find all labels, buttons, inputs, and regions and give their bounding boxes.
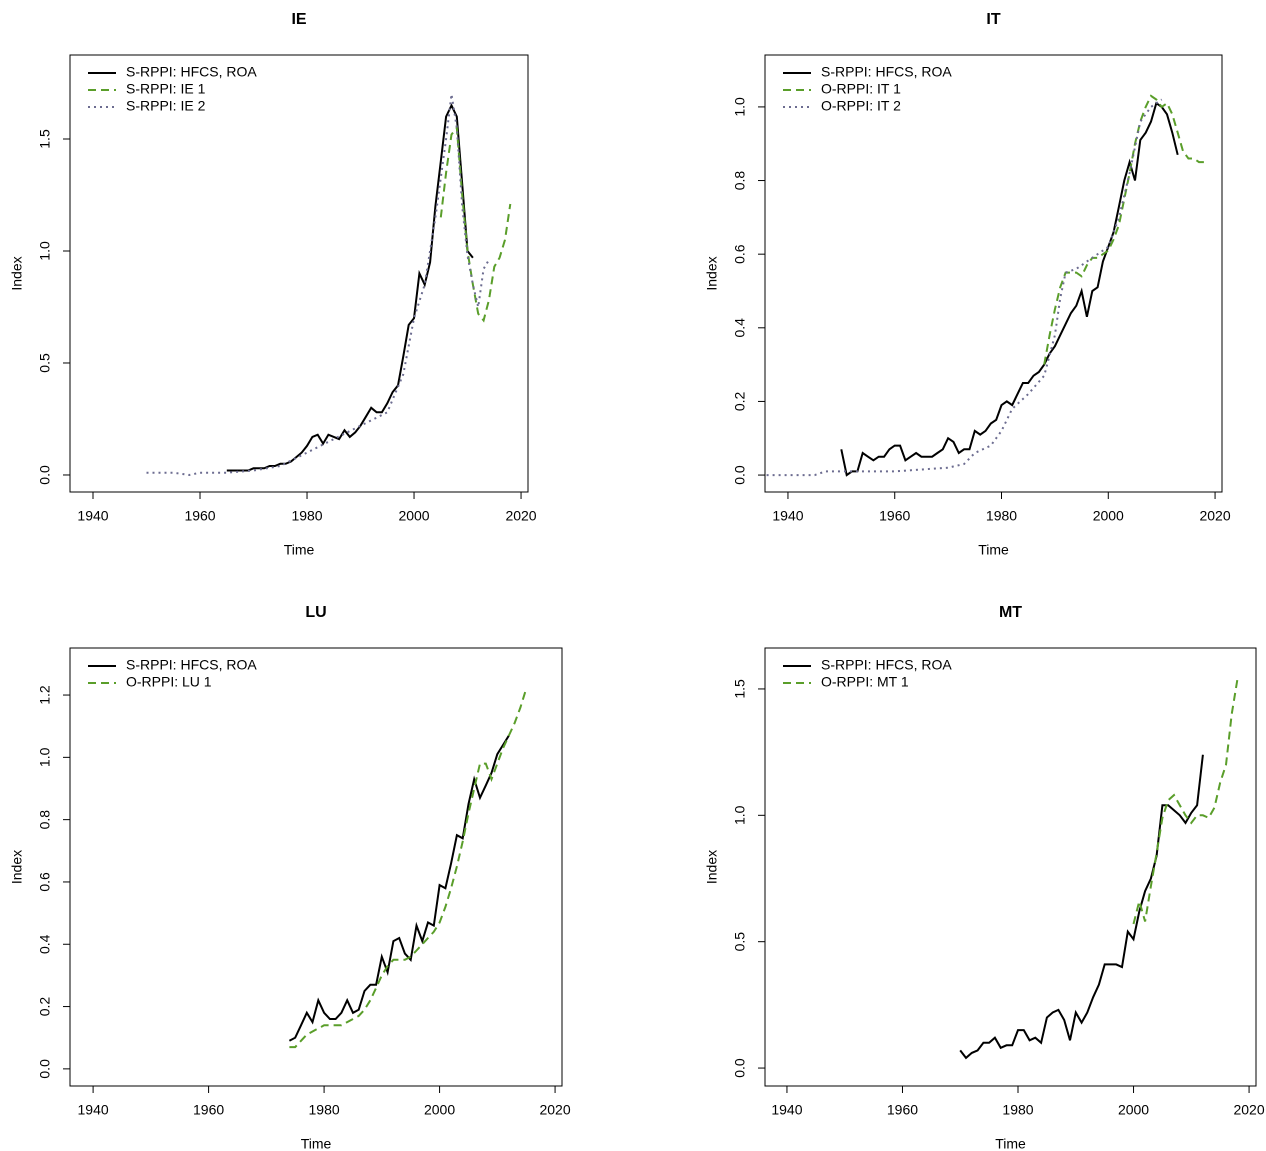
y-tick-label: 0.5: [37, 353, 53, 373]
plot-frame: [69, 647, 563, 1087]
y-tick-label: 0.2: [732, 391, 748, 411]
y-tick-label: 1.0: [37, 241, 53, 261]
x-tick-label: 1940: [771, 1102, 802, 1118]
x-tick-label: 2020: [1199, 508, 1230, 524]
x-tick-label: 1940: [77, 508, 108, 524]
legend-label: O-RPPI: MT 1: [821, 674, 909, 690]
y-tick-label: 0.8: [732, 171, 748, 191]
x-tick-label: 2020: [539, 1102, 570, 1118]
legend-label: S-RPPI: HFCS, ROA: [126, 657, 257, 673]
x-tick-label: 2000: [398, 508, 429, 524]
series-line: [289, 688, 528, 1049]
legend-label: S-RPPI: IE 2: [126, 98, 206, 114]
y-tick-label: 1.0: [732, 805, 748, 825]
legend-label: O-RPPI: IT 2: [821, 98, 901, 114]
y-tick-label: 0.0: [732, 465, 748, 485]
y-tick-label: 0.0: [37, 465, 53, 485]
y-tick-label: 0.0: [732, 1058, 748, 1078]
y-tick-label: 1.0: [732, 97, 748, 117]
plot-frame: [764, 54, 1223, 493]
y-tick-label: 0.5: [732, 932, 748, 952]
series-line: [840, 101, 1179, 477]
x-tick-label: 1980: [309, 1102, 340, 1118]
y-tick-label: 0.4: [732, 318, 748, 338]
x-axis-label: Time: [978, 542, 1009, 558]
legend-label: O-RPPI: LU 1: [126, 674, 212, 690]
series-line: [766, 98, 1163, 477]
y-axis-label: Index: [9, 256, 25, 290]
x-tick-label: 2020: [1233, 1102, 1264, 1118]
x-axis-label: Time: [301, 1136, 332, 1151]
series-line: [1132, 678, 1239, 925]
y-axis-label: Index: [704, 256, 720, 290]
y-tick-label: 0.8: [37, 810, 53, 830]
x-tick-label: 2020: [505, 508, 536, 524]
plot-frame: [764, 647, 1257, 1087]
x-tick-label: 2000: [424, 1102, 455, 1118]
x-tick-label: 2000: [1093, 508, 1124, 524]
x-tick-label: 1960: [887, 1102, 918, 1118]
y-tick-label: 1.5: [732, 679, 748, 699]
y-tick-label: 0.4: [37, 934, 53, 954]
x-tick-label: 2000: [1118, 1102, 1149, 1118]
y-tick-label: 0.6: [732, 244, 748, 264]
x-tick-label: 1960: [184, 508, 215, 524]
y-axis-label: Index: [9, 850, 25, 884]
x-axis-label: Time: [284, 542, 315, 558]
panel-title: LU: [305, 604, 326, 621]
x-tick-label: 1960: [193, 1102, 224, 1118]
panel-title: MT: [999, 604, 1022, 621]
x-tick-label: 1980: [1002, 1102, 1033, 1118]
legend-label: S-RPPI: HFCS, ROA: [821, 657, 952, 673]
series-line: [146, 94, 490, 477]
y-tick-label: 0.2: [37, 997, 53, 1017]
legend-label: O-RPPI: IT 1: [821, 81, 901, 97]
x-tick-label: 1940: [772, 508, 803, 524]
series-line: [288, 734, 510, 1042]
series-line: [226, 103, 474, 472]
panel-title: IT: [986, 11, 1000, 28]
y-tick-label: 1.0: [37, 747, 53, 767]
legend-label: S-RPPI: IE 1: [126, 81, 206, 97]
x-tick-label: 1960: [879, 508, 910, 524]
x-tick-label: 1940: [78, 1102, 109, 1118]
panel-title: IE: [291, 11, 306, 28]
y-tick-label: 1.2: [37, 685, 53, 705]
y-axis-label: Index: [704, 850, 720, 884]
x-tick-label: 1980: [986, 508, 1017, 524]
x-axis-label: Time: [995, 1136, 1026, 1151]
series-line: [959, 754, 1204, 1060]
series-line: [1043, 94, 1205, 365]
plot-frame: [69, 54, 529, 493]
legend-label: S-RPPI: HFCS, ROA: [126, 64, 257, 80]
y-tick-label: 0.6: [37, 872, 53, 892]
y-tick-label: 1.5: [37, 129, 53, 149]
series-line: [439, 125, 512, 323]
legend-label: S-RPPI: HFCS, ROA: [821, 64, 952, 80]
x-tick-label: 1980: [291, 508, 322, 524]
y-tick-label: 0.0: [37, 1059, 53, 1079]
